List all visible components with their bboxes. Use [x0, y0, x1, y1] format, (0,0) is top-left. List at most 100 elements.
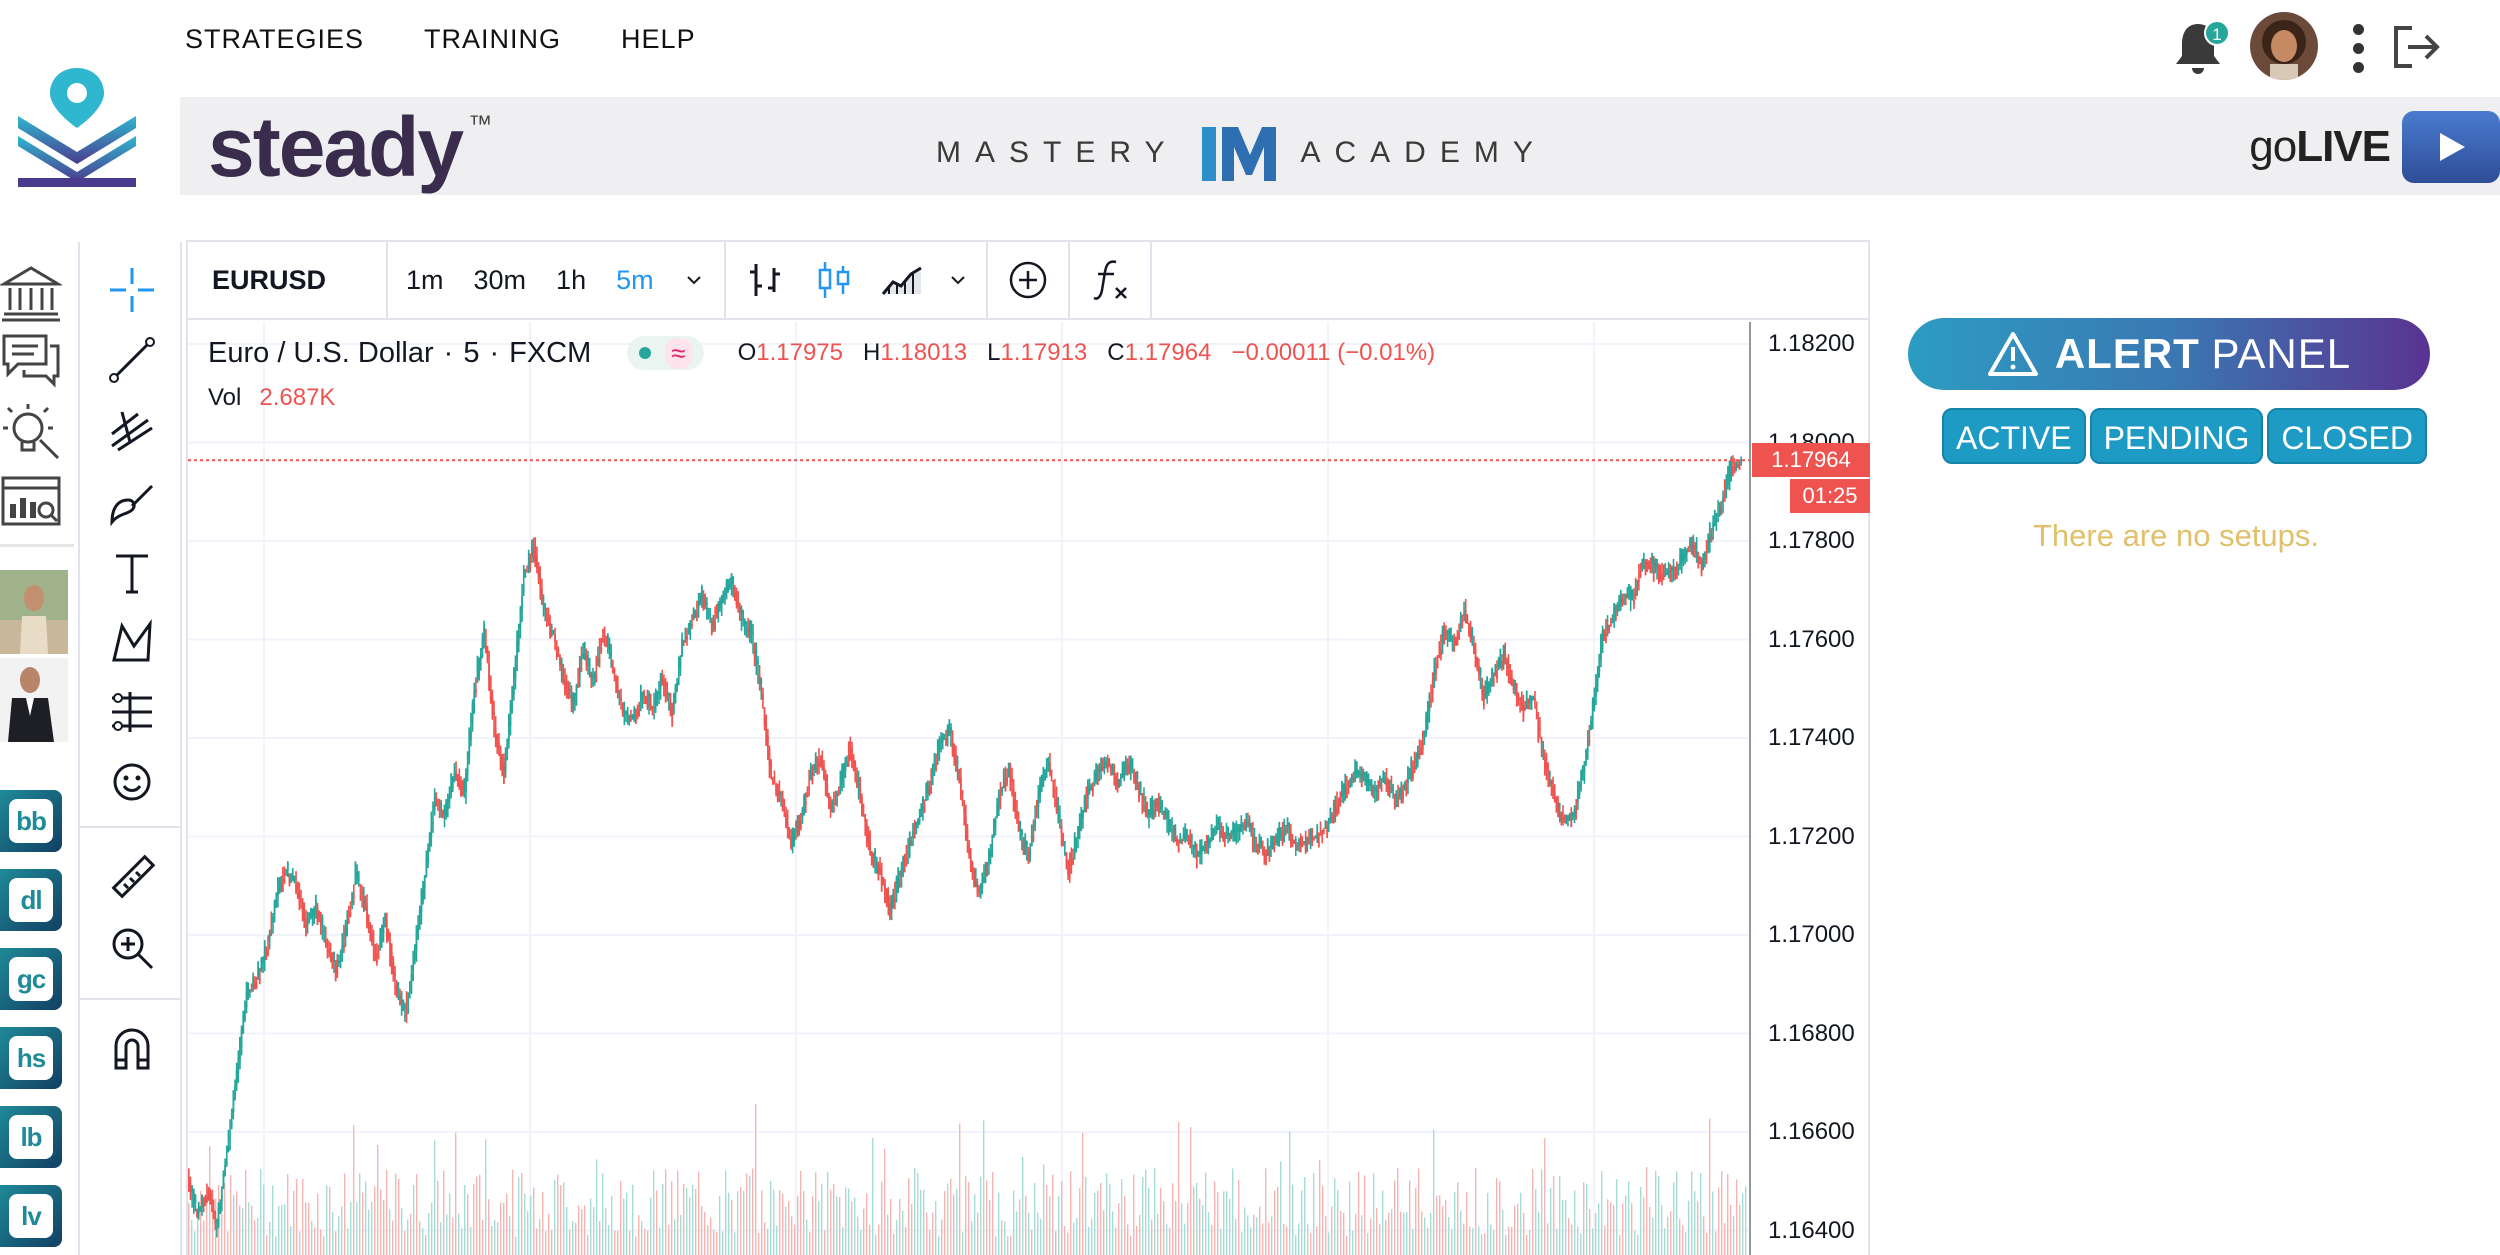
magnet-tool[interactable]	[104, 1020, 160, 1076]
volume-bar	[365, 1181, 367, 1255]
price-chart[interactable]	[188, 322, 1868, 1255]
volume-bar	[983, 1120, 985, 1255]
more-menu-icon[interactable]	[2348, 20, 2368, 76]
candle-body	[963, 803, 966, 812]
timeframe-1h[interactable]: 1h	[556, 264, 587, 295]
candle-body	[1580, 769, 1583, 788]
bars-style-button[interactable]	[744, 258, 788, 302]
text-tool[interactable]	[104, 544, 160, 600]
chevron-down-icon[interactable]	[948, 270, 968, 290]
chevron-down-icon[interactable]	[684, 270, 704, 290]
candle-body	[724, 587, 726, 597]
timeframe-5m[interactable]: 5m	[616, 264, 654, 295]
pitchfork-tool[interactable]	[104, 402, 160, 458]
volume-bar	[440, 1222, 442, 1255]
compare-button[interactable]	[1006, 258, 1050, 302]
symbol-search[interactable]: EURUSD	[188, 241, 388, 319]
bank-icon[interactable]	[0, 262, 62, 324]
volume-bar	[620, 1180, 622, 1255]
candle-body	[427, 848, 429, 863]
timeframe-1m[interactable]: 1m	[406, 264, 444, 295]
tab-active[interactable]: ACTIVE	[1942, 408, 2086, 464]
app-tile-hs[interactable]: hs	[0, 1027, 62, 1089]
crosshair-tool[interactable]	[104, 262, 160, 318]
user-avatar[interactable]	[2250, 12, 2318, 80]
candle-body	[511, 685, 514, 711]
volume-bar	[1628, 1181, 1630, 1255]
candle-body	[842, 762, 845, 777]
pattern-tool[interactable]	[104, 614, 160, 670]
nav-help[interactable]: HELP	[621, 24, 696, 54]
app-tile-dl[interactable]: dl	[0, 869, 62, 931]
app-tile-bb[interactable]: bb	[0, 790, 62, 852]
candle-body	[1317, 834, 1320, 848]
analytics-report-icon[interactable]	[0, 472, 62, 534]
volume-bar	[356, 1202, 358, 1255]
tab-closed[interactable]: CLOSED	[2267, 408, 2427, 464]
candle-body	[562, 671, 565, 685]
candle-body	[851, 747, 853, 769]
candle-body	[1110, 765, 1112, 776]
candle-body	[1733, 466, 1736, 474]
logout-icon[interactable]	[2390, 22, 2442, 72]
golive-play-button[interactable]	[2402, 111, 2500, 183]
candle-body	[1144, 805, 1147, 813]
brush-tool[interactable]	[104, 474, 160, 530]
candle-body	[1369, 779, 1371, 786]
candle-body	[437, 800, 439, 802]
zoom-tool[interactable]	[104, 920, 160, 976]
mentor-photo-1[interactable]	[0, 570, 68, 654]
volume-bar	[1244, 1207, 1246, 1255]
candle-body	[1311, 838, 1314, 842]
measure-tool[interactable]	[104, 850, 160, 906]
trend-line-tool[interactable]	[104, 332, 160, 388]
volume-bar	[812, 1196, 814, 1255]
candle-body	[235, 1070, 238, 1087]
volume-bar	[257, 1218, 259, 1255]
candle-body	[270, 931, 273, 934]
candle-body	[1463, 614, 1465, 616]
candle-body	[643, 693, 646, 696]
volume-bar	[272, 1185, 274, 1255]
candle-body	[1448, 630, 1451, 635]
volume-bar	[200, 1190, 202, 1255]
golive-link[interactable]: goLIVE	[2249, 111, 2500, 183]
candle-body	[856, 772, 858, 788]
mentor-photo-2[interactable]	[0, 658, 68, 742]
candle-body	[613, 669, 616, 673]
candle-body	[1517, 695, 1520, 699]
area-style-button[interactable]	[880, 258, 924, 302]
volume-bar	[722, 1231, 724, 1255]
idea-bulb-icon[interactable]	[0, 400, 62, 462]
steady-logo-icon[interactable]	[16, 66, 138, 188]
prediction-tool[interactable]	[104, 684, 160, 740]
volume-bar	[1085, 1177, 1087, 1255]
candle-body	[801, 808, 804, 817]
candle-body	[344, 927, 347, 937]
candle-body	[1209, 839, 1211, 844]
candle-body	[1152, 809, 1155, 820]
candle-body	[771, 777, 774, 779]
volume-bar	[1592, 1228, 1594, 1255]
indicators-button[interactable]	[1088, 258, 1132, 302]
tab-pending[interactable]: PENDING	[2089, 408, 2264, 464]
app-tile-lv[interactable]: lv	[0, 1185, 62, 1247]
volume-bar	[401, 1207, 403, 1255]
nav-strategies[interactable]: STRATEGIES	[185, 24, 365, 54]
candle-body	[832, 806, 835, 813]
candles-style-button[interactable]	[812, 258, 856, 302]
app-tile-lb[interactable]: lb	[0, 1106, 62, 1168]
market-status-pill[interactable]: ≈	[627, 336, 704, 370]
candle-body	[1260, 836, 1263, 848]
nav-training[interactable]: TRAINING	[424, 24, 562, 54]
candle-body	[1486, 676, 1489, 695]
chat-icon[interactable]	[0, 330, 62, 392]
emoji-tool[interactable]	[104, 754, 160, 810]
candle-body	[1058, 815, 1061, 817]
timeframe-30m[interactable]: 30m	[473, 264, 527, 295]
candle-body	[1222, 831, 1225, 842]
volume-bar	[869, 1224, 871, 1255]
chart-plot-area[interactable]: Euro / U.S. Dollar · 5 · FXCM ≈ O1.17975…	[188, 322, 1870, 1255]
app-tile-gc[interactable]: gc	[0, 948, 62, 1010]
candle-body	[1380, 784, 1383, 792]
